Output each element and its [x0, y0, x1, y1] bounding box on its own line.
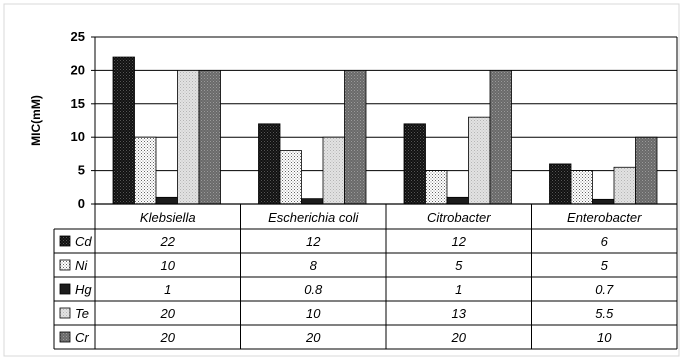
x-category-label: Klebsiella	[140, 210, 196, 225]
legend-label-cr: Cr	[75, 330, 89, 345]
bar-te-2	[468, 116, 491, 205]
table-cell-value: 10	[597, 330, 612, 345]
table-cell-value: 1	[455, 282, 462, 297]
table-cell-value: 10	[161, 258, 176, 273]
table-cell-value: 10	[306, 306, 321, 321]
y-tick-label: 0	[78, 196, 85, 211]
bar-hg-1	[301, 198, 324, 205]
bar-hg-2	[446, 196, 469, 205]
chart-border	[3, 3, 680, 357]
bar-ni-1	[279, 150, 302, 205]
bar-ni-0	[134, 136, 157, 205]
table-cell-value: 12	[306, 234, 321, 249]
table-cell-value: 13	[452, 306, 467, 321]
table-cell-value: 0.8	[304, 282, 323, 297]
table-cell-value: 5	[455, 258, 463, 273]
legend-label-hg: Hg	[75, 282, 92, 297]
table-cell-value: 5	[601, 258, 609, 273]
y-tick-label: 15	[71, 96, 85, 111]
x-category-label: Escherichia coli	[268, 210, 359, 225]
legend-swatch-hg	[59, 283, 71, 295]
y-axis-label: MIC(mM)	[29, 95, 43, 146]
table-cell-value: 0.7	[595, 282, 614, 297]
table-cell-value: 20	[160, 306, 176, 321]
bar-ni-3	[570, 170, 593, 205]
table-cell-value: 20	[451, 330, 467, 345]
bar-te-3	[613, 166, 636, 205]
table-cell-value: 8	[310, 258, 318, 273]
x-category-label: Citrobacter	[427, 210, 491, 225]
bar-cr-2	[489, 70, 512, 205]
table-cell-value: 12	[452, 234, 467, 249]
table-cell-value: 22	[160, 234, 176, 249]
bar-ni-2	[425, 170, 448, 205]
table-cell-value: 5.5	[595, 306, 614, 321]
bar-cr-1	[344, 70, 367, 205]
bar-cd-2	[403, 123, 426, 205]
legend-swatch-te	[59, 307, 71, 319]
bar-cd-1	[258, 123, 281, 205]
table-cell-value: 20	[160, 330, 176, 345]
legend-swatch-cd	[59, 235, 71, 247]
table-cell-value: 1	[164, 282, 171, 297]
bar-hg-0	[155, 196, 178, 205]
legend-label-ni: Ni	[75, 258, 88, 273]
y-tick-label: 10	[71, 129, 85, 144]
table-cell-value: 20	[305, 330, 321, 345]
legend-label-te: Te	[75, 306, 89, 321]
y-tick-label: 5	[78, 163, 85, 178]
bar-te-1	[322, 136, 345, 205]
legend-swatch-ni	[59, 259, 71, 271]
bar-cr-3	[635, 136, 658, 205]
y-tick-label: 20	[71, 62, 85, 77]
bar-te-0	[177, 70, 200, 205]
x-category-label: Enterobacter	[567, 210, 642, 225]
legend-swatch-cr	[59, 331, 71, 343]
table-cell-value: 6	[601, 234, 609, 249]
bar-cr-0	[198, 70, 221, 205]
legend-label-cd: Cd	[75, 234, 92, 249]
y-tick-label: 25	[71, 29, 85, 44]
bar-cd-0	[112, 56, 135, 205]
bar-hg-3	[592, 198, 615, 205]
bar-cd-3	[549, 163, 572, 205]
